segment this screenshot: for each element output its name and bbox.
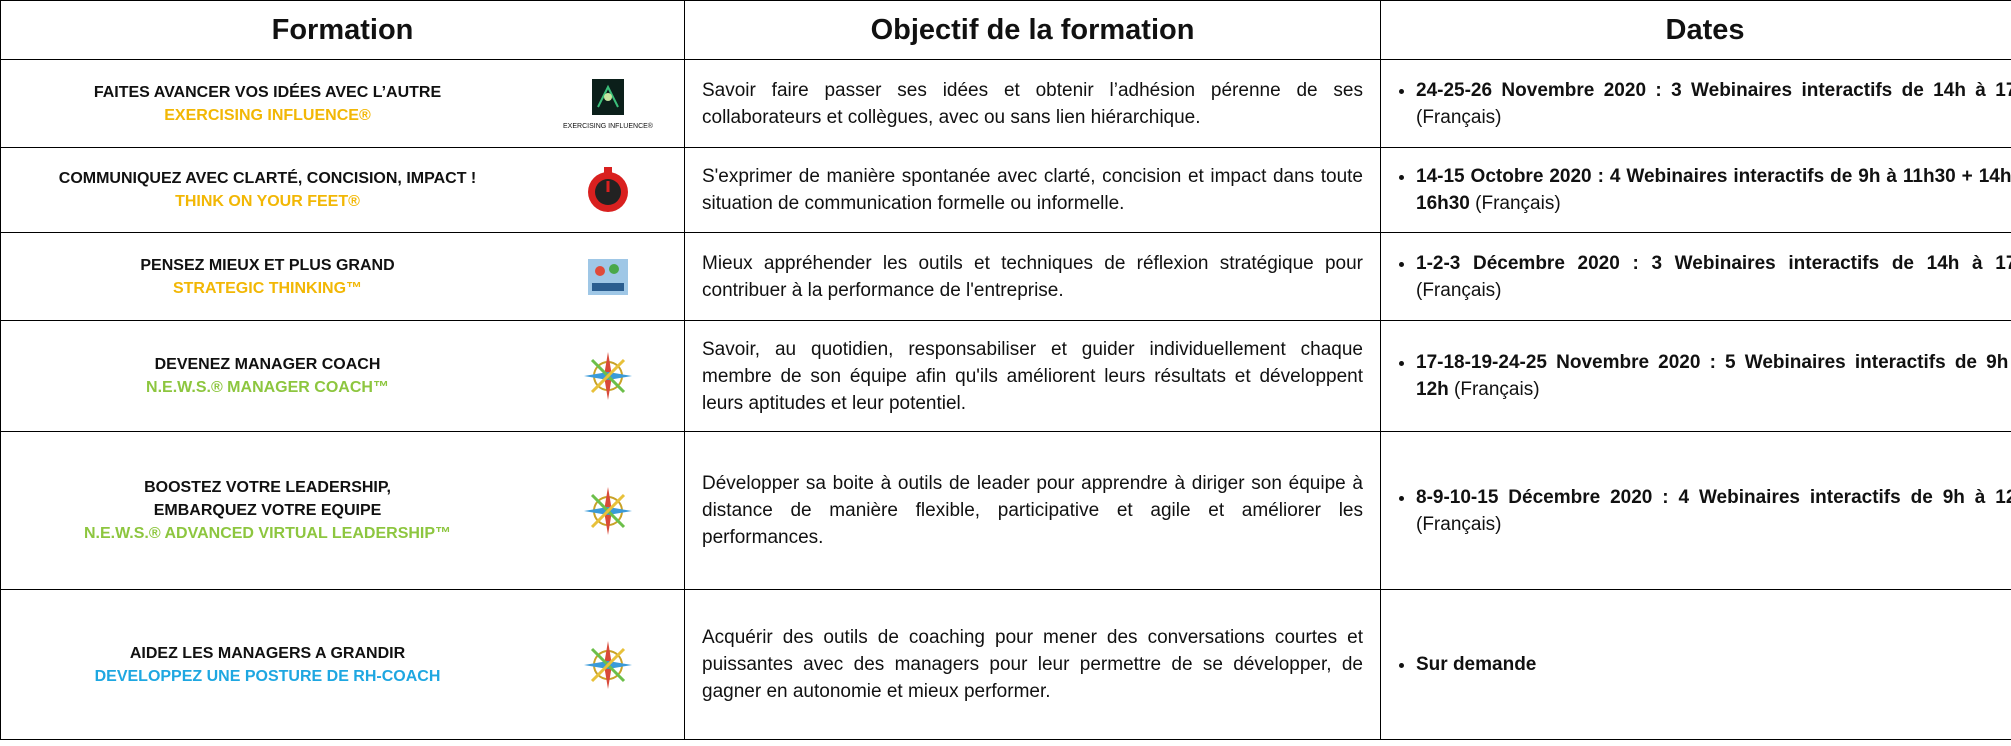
formation-text: FAITES AVANCER VOS IDÉES AVEC L’AUTRE EXE… bbox=[2, 81, 533, 127]
formation-content: BOOSTEZ VOTRE LEADERSHIP, EMBARQUEZ VOTRE… bbox=[2, 476, 683, 545]
objective-cell: Acquérir des outils de coaching pour men… bbox=[684, 589, 1381, 740]
dates-cell: 1-2-3 Décembre 2020 : 3 Webinaires inter… bbox=[1380, 232, 2011, 321]
formation-title: FAITES AVANCER VOS IDÉES AVEC L’AUTRE bbox=[93, 83, 442, 101]
formation-subtitle: N.E.W.S.® MANAGER COACH™ bbox=[146, 379, 389, 396]
formation-cell: FAITES AVANCER VOS IDÉES AVEC L’AUTRE EXE… bbox=[0, 59, 685, 148]
formation-subtitle: DEVELOPPEZ UNE POSTURE DE RH-COACH bbox=[94, 667, 441, 685]
dates-cell: 8-9-10-15 Décembre 2020 : 4 Webinaires i… bbox=[1380, 431, 2011, 590]
formation-cell: BOOSTEZ VOTRE LEADERSHIP, EMBARQUEZ VOTRE… bbox=[0, 431, 685, 590]
formation-icon bbox=[533, 483, 683, 539]
dates-note: (Français) bbox=[1416, 106, 1502, 128]
icon-caption: EXERCISING INFLUENCE® bbox=[563, 123, 653, 130]
table-row: FAITES AVANCER VOS IDÉES AVEC L’AUTRE EXE… bbox=[0, 59, 2011, 148]
formation-text: AIDEZ LES MANAGERS A GRANDIR DEVELOPPEZ U… bbox=[2, 642, 533, 688]
dates-bold: 8-9-10-15 Décembre 2020 : 4 Webinaires i… bbox=[1416, 486, 2011, 508]
dates-cell: 14-15 Octobre 2020 : 4 Webinaires intera… bbox=[1380, 147, 2011, 233]
objective-cell: Mieux appréhender les outils et techniqu… bbox=[684, 232, 1381, 321]
objective-text: Développer sa boite à outils de leader p… bbox=[702, 473, 1363, 548]
formation-icon bbox=[533, 165, 683, 215]
dates-note: (Français) bbox=[1454, 379, 1540, 400]
dates-note: (Français) bbox=[1416, 279, 1502, 301]
dates-item: 17-18-19-24-25 Novembre 2020 : 5 Webinai… bbox=[1416, 349, 2011, 403]
formation-icon bbox=[533, 257, 683, 297]
objective-text: Savoir faire passer ses idées et obtenir… bbox=[702, 79, 1363, 128]
dates-item: 1-2-3 Décembre 2020 : 3 Webinaires inter… bbox=[1416, 250, 2011, 304]
dates-list: Sur demande bbox=[1396, 651, 2011, 678]
dates-item: 24-25-26 Novembre 2020 : 3 Webinaires in… bbox=[1416, 77, 2011, 131]
column-header: Formation bbox=[0, 0, 685, 60]
formation-title: DEVENEZ MANAGER COACH bbox=[154, 356, 381, 373]
formation-text: BOOSTEZ VOTRE LEADERSHIP, EMBARQUEZ VOTRE… bbox=[2, 476, 533, 545]
dates-list: 24-25-26 Novembre 2020 : 3 Webinaires in… bbox=[1396, 77, 2011, 131]
objective-text: Savoir, au quotidien, responsabiliser et… bbox=[702, 338, 1363, 414]
dates-list: 14-15 Octobre 2020 : 4 Webinaires intera… bbox=[1396, 163, 2011, 217]
objective-text: S'exprimer de manière spontanée avec cla… bbox=[702, 166, 1363, 214]
dates: 17-18-19-24-25 Novembre 2020 : 5 Webinai… bbox=[1382, 349, 2011, 403]
dates: 8-9-10-15 Décembre 2020 : 4 Webinaires i… bbox=[1382, 484, 2011, 538]
table-row: COMMUNIQUEZ AVEC CLARTÉ, CONCISION, IMPA… bbox=[0, 147, 2011, 233]
table-row: AIDEZ LES MANAGERS A GRANDIR DEVELOPPEZ U… bbox=[0, 589, 2011, 740]
column-header: Dates bbox=[1380, 0, 2011, 60]
dates-bold: Sur demande bbox=[1416, 654, 1537, 675]
formation-cell: PENSEZ MIEUX ET PLUS GRAND STRATEGIC THIN… bbox=[0, 232, 685, 321]
objective-cell: Savoir faire passer ses idées et obtenir… bbox=[684, 59, 1381, 148]
table-row: PENSEZ MIEUX ET PLUS GRAND STRATEGIC THIN… bbox=[0, 232, 2011, 321]
dates-bold: 1-2-3 Décembre 2020 : 3 Webinaires inter… bbox=[1416, 252, 2011, 274]
formation-title: EMBARQUEZ VOTRE EQUIPE bbox=[153, 502, 382, 519]
formation-cell: DEVENEZ MANAGER COACH N.E.W.S.® MANAGER C… bbox=[0, 320, 685, 432]
dates: Sur demande bbox=[1382, 651, 2011, 678]
dates-bold: 14-15 Octobre 2020 : 4 Webinaires intera… bbox=[1416, 166, 2011, 214]
column-header: Objectif de la formation bbox=[684, 0, 1381, 60]
formation-icon bbox=[533, 348, 683, 404]
dates-cell: 24-25-26 Novembre 2020 : 3 Webinaires in… bbox=[1380, 59, 2011, 148]
dates-item: 14-15 Octobre 2020 : 4 Webinaires intera… bbox=[1416, 163, 2011, 217]
dates-list: 1-2-3 Décembre 2020 : 3 Webinaires inter… bbox=[1396, 250, 2011, 304]
dates-list: 8-9-10-15 Décembre 2020 : 4 Webinaires i… bbox=[1396, 484, 2011, 538]
formation-icon: EXERCISING INFLUENCE® bbox=[533, 77, 683, 130]
formation-content: AIDEZ LES MANAGERS A GRANDIR DEVELOPPEZ U… bbox=[2, 637, 683, 693]
formation-subtitle: N.E.W.S.® ADVANCED VIRTUAL LEADERSHIP™ bbox=[83, 525, 452, 542]
formation-content: DEVENEZ MANAGER COACH N.E.W.S.® MANAGER C… bbox=[2, 348, 683, 404]
header-row: Formation Objectif de la formation Dates bbox=[0, 0, 2011, 60]
formation-content: PENSEZ MIEUX ET PLUS GRAND STRATEGIC THIN… bbox=[2, 254, 683, 300]
dates-bold: 24-25-26 Novembre 2020 : 3 Webinaires in… bbox=[1416, 79, 2011, 101]
table-row: BOOSTEZ VOTRE LEADERSHIP, EMBARQUEZ VOTRE… bbox=[0, 431, 2011, 590]
dates-note: (Français) bbox=[1475, 193, 1561, 214]
formation-content: FAITES AVANCER VOS IDÉES AVEC L’AUTRE EXE… bbox=[2, 77, 683, 130]
formation-subtitle: EXERCISING INFLUENCE® bbox=[164, 106, 371, 124]
formation-subtitle: THINK ON YOUR FEET® bbox=[175, 193, 360, 210]
objective-cell: Savoir, au quotidien, responsabiliser et… bbox=[684, 320, 1381, 432]
dates-item: Sur demande bbox=[1416, 651, 2011, 678]
dates: 1-2-3 Décembre 2020 : 3 Webinaires inter… bbox=[1382, 250, 2011, 304]
dates-item: 8-9-10-15 Décembre 2020 : 4 Webinaires i… bbox=[1416, 484, 2011, 538]
formation-text: DEVENEZ MANAGER COACH N.E.W.S.® MANAGER C… bbox=[2, 353, 533, 399]
formation-title: AIDEZ LES MANAGERS A GRANDIR bbox=[129, 644, 406, 662]
objective-cell: S'exprimer de manière spontanée avec cla… bbox=[684, 147, 1381, 233]
objective-text: Mieux appréhender les outils et techniqu… bbox=[702, 252, 1363, 301]
formation-cell: AIDEZ LES MANAGERS A GRANDIR DEVELOPPEZ U… bbox=[0, 589, 685, 740]
dates: 24-25-26 Novembre 2020 : 3 Webinaires in… bbox=[1382, 77, 2011, 131]
dates-cell: Sur demande bbox=[1380, 589, 2011, 740]
dates-list: 17-18-19-24-25 Novembre 2020 : 5 Webinai… bbox=[1396, 349, 2011, 403]
objective-text: Acquérir des outils de coaching pour men… bbox=[702, 627, 1363, 702]
formation-title: PENSEZ MIEUX ET PLUS GRAND bbox=[140, 256, 395, 274]
objective-cell: Développer sa boite à outils de leader p… bbox=[684, 431, 1381, 590]
dates-bold: 17-18-19-24-25 Novembre 2020 : 5 Webinai… bbox=[1416, 352, 2011, 400]
formation-subtitle: STRATEGIC THINKING™ bbox=[172, 279, 363, 297]
formation-title: COMMUNIQUEZ AVEC CLARTÉ, CONCISION, IMPA… bbox=[58, 170, 477, 187]
formation-title: BOOSTEZ VOTRE LEADERSHIP, bbox=[144, 479, 391, 496]
dates: 14-15 Octobre 2020 : 4 Webinaires intera… bbox=[1382, 163, 2011, 217]
formation-text: COMMUNIQUEZ AVEC CLARTÉ, CONCISION, IMPA… bbox=[2, 167, 533, 213]
table-row: DEVENEZ MANAGER COACH N.E.W.S.® MANAGER C… bbox=[0, 320, 2011, 432]
formation-content: COMMUNIQUEZ AVEC CLARTÉ, CONCISION, IMPA… bbox=[2, 165, 683, 215]
formation-text: PENSEZ MIEUX ET PLUS GRAND STRATEGIC THIN… bbox=[2, 254, 533, 300]
dates-note: (Français) bbox=[1416, 513, 1502, 535]
formation-icon bbox=[533, 637, 683, 693]
dates-cell: 17-18-19-24-25 Novembre 2020 : 5 Webinai… bbox=[1380, 320, 2011, 432]
formation-cell: COMMUNIQUEZ AVEC CLARTÉ, CONCISION, IMPA… bbox=[0, 147, 685, 233]
